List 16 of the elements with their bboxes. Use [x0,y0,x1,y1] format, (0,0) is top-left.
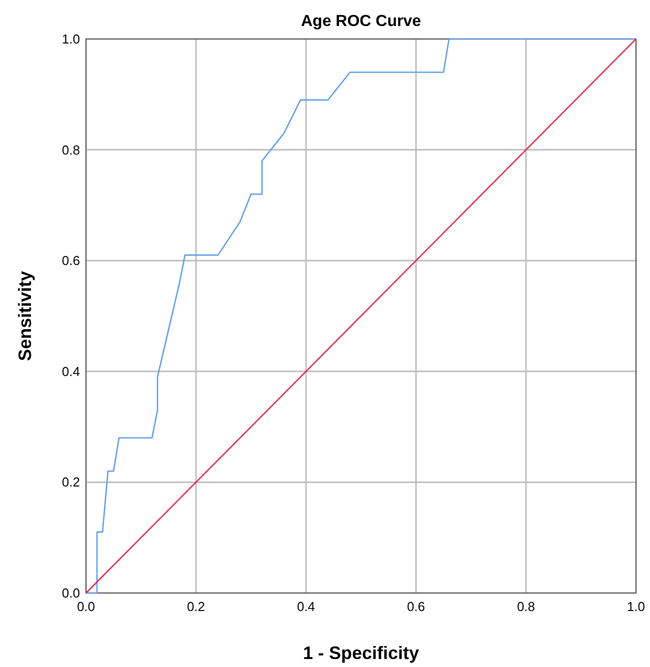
x-tick-label: 1.0 [626,599,646,614]
y-axis-title: Sensitivity [15,270,35,362]
chart-title: Age ROC Curve [300,13,422,30]
y-tick-label: 0.4 [62,364,80,379]
line-series [85,38,637,594]
y-tick-label: 0.0 [62,586,80,600]
x-tick-label: 0.2 [186,599,206,614]
y-tick-label: 0.8 [62,142,80,158]
x-tick-label: 0.0 [76,599,96,614]
y-tick-label: 1.0 [62,32,80,46]
y-tick-label: 0.6 [62,253,80,268]
x-axis-title: 1 - Specificity [302,643,420,663]
y-tick-label: 0.2 [62,474,80,490]
x-tick-label: 0.8 [516,599,536,614]
x-tick-label: 0.4 [296,599,316,614]
x-tick-label: 0.6 [406,599,426,614]
